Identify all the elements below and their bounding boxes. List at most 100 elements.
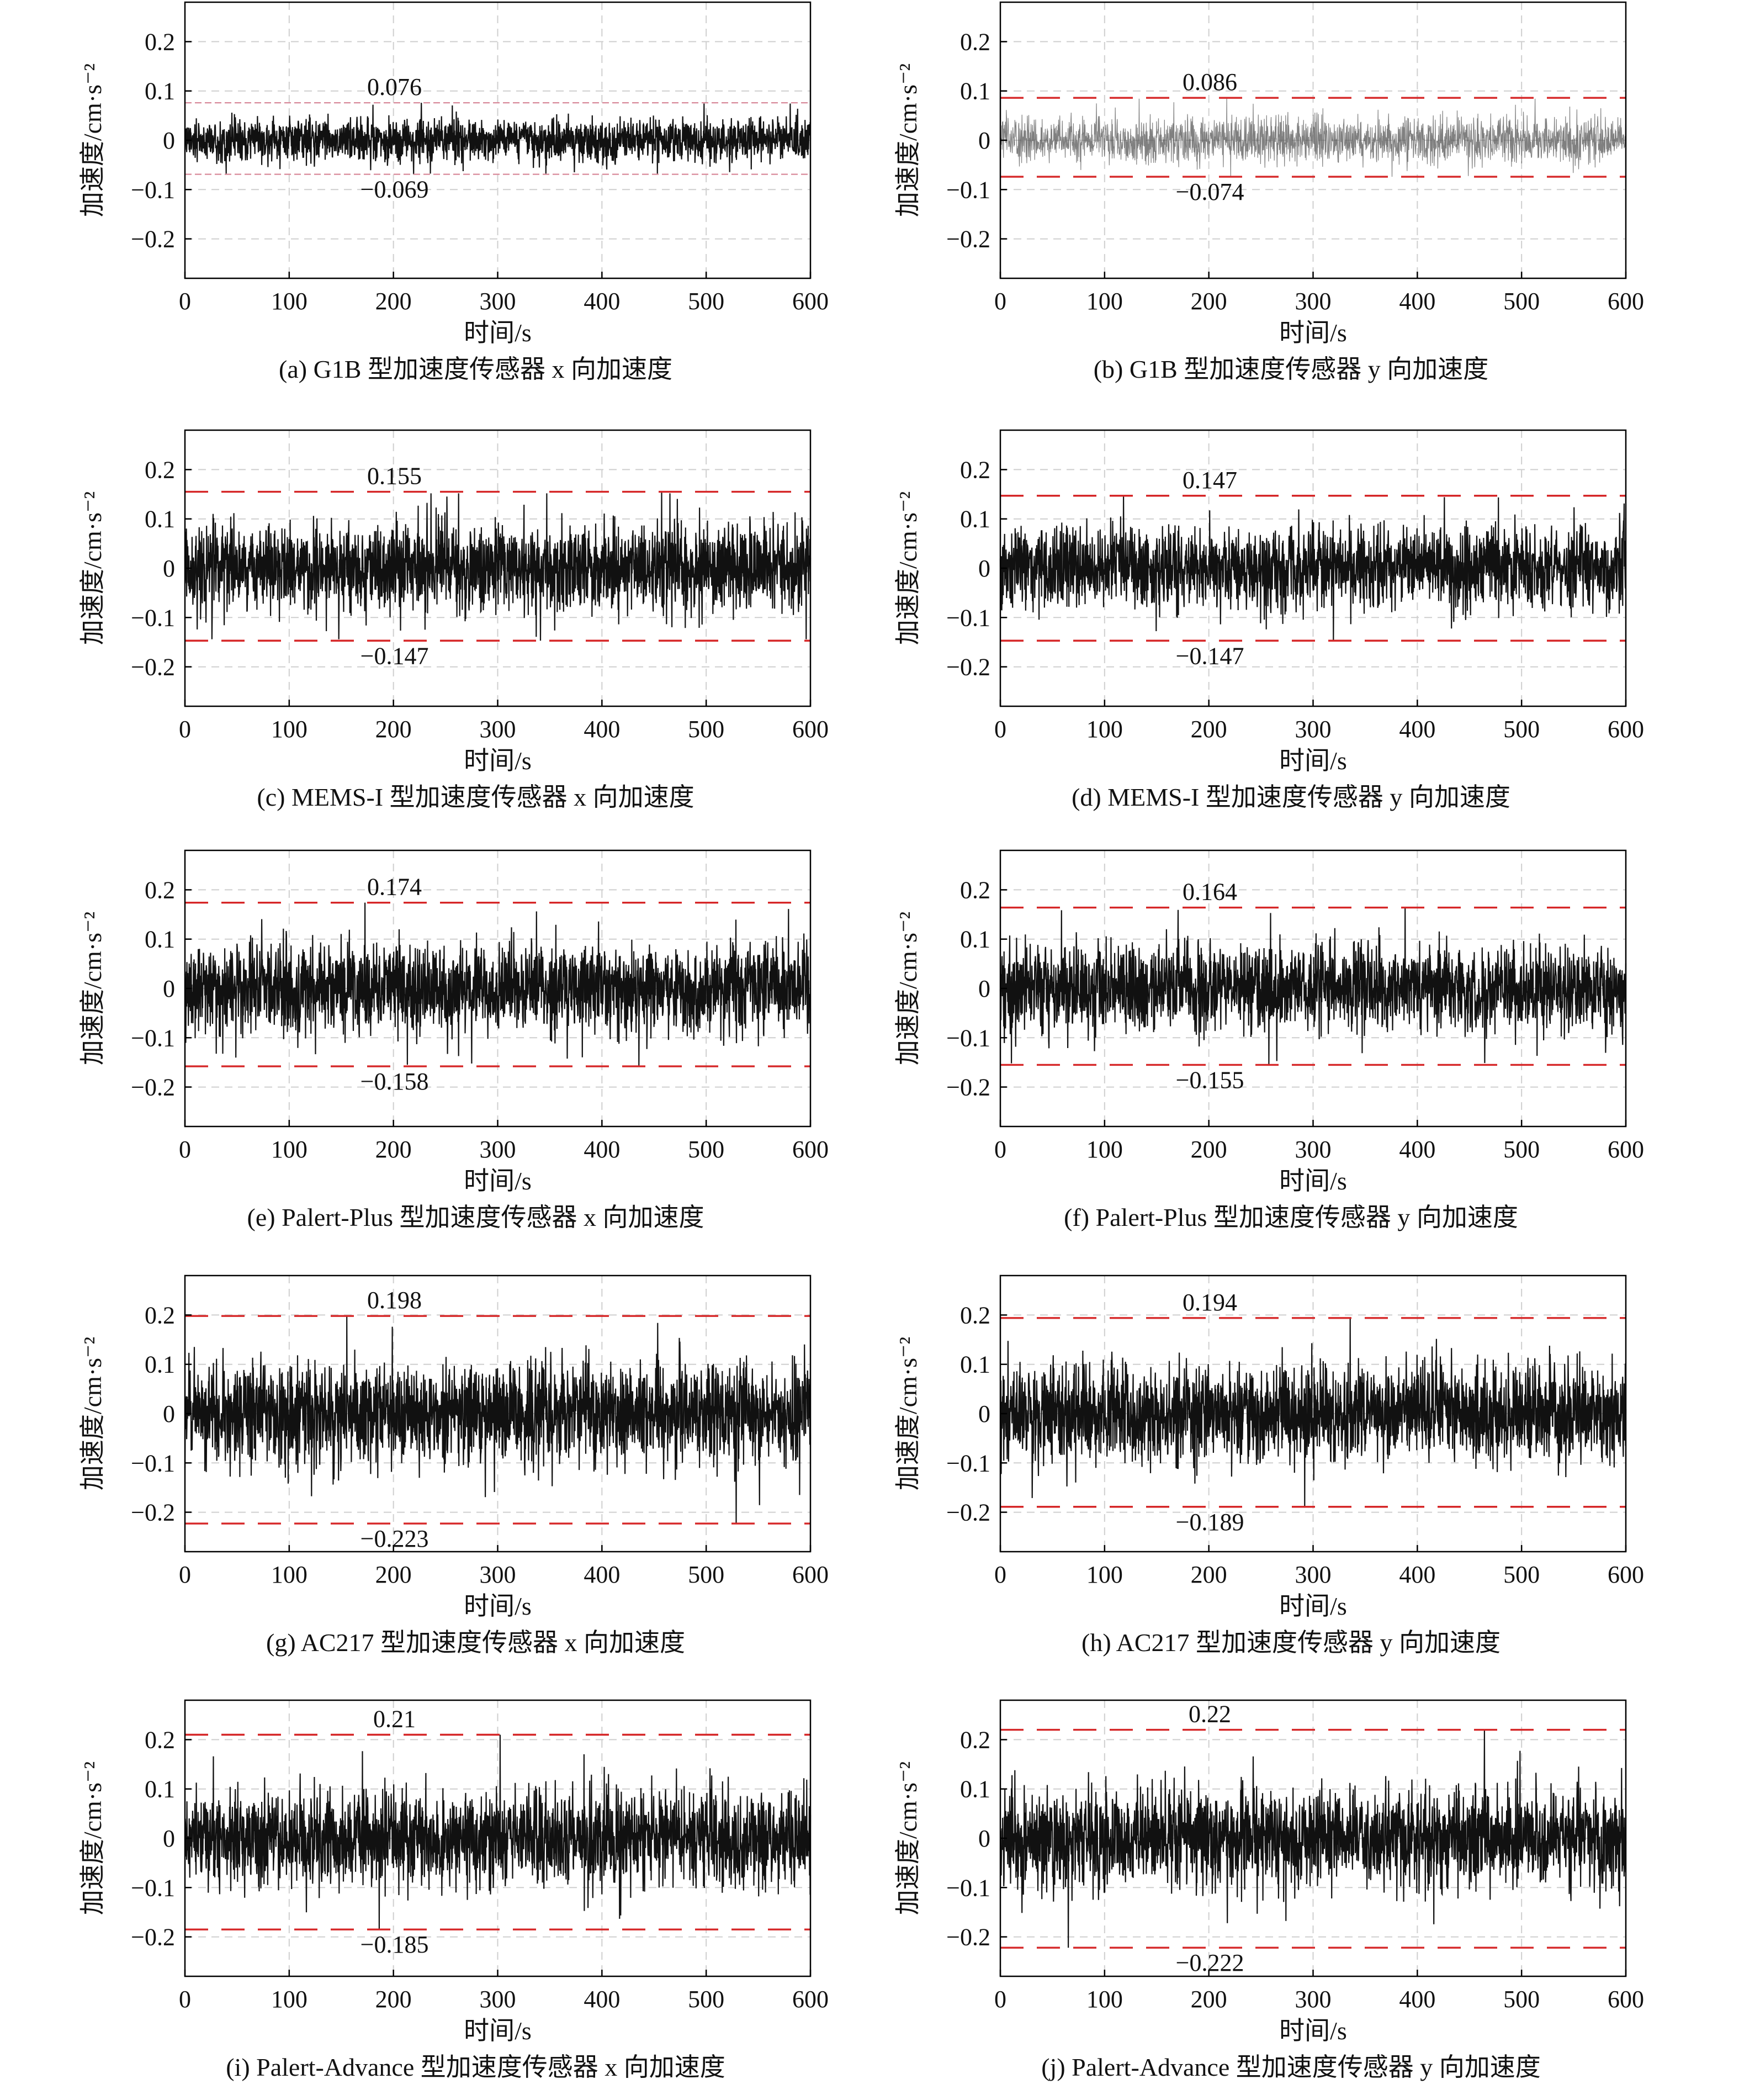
x-tick-label: 600 [792,1136,829,1163]
x-tick-label: 100 [271,288,307,315]
y-tick-label: 0 [978,975,990,1002]
x-tick-label: 300 [480,1561,516,1588]
x-axis-title: 时间/s [464,319,532,347]
threshold-label-upper: 0.22 [1189,1701,1231,1728]
y-axis-title: 加速度/cm·s⁻² [78,64,107,217]
threshold-label-lower: −0.147 [1176,642,1244,669]
x-axis-title: 时间/s [1279,747,1347,775]
x-tick-label: 0 [994,1136,1006,1163]
x-tick-label: 300 [1295,1561,1332,1588]
y-axis-title: 加速度/cm·s⁻² [894,64,922,217]
x-tick-label: 400 [1399,1136,1435,1163]
x-tick-label: 400 [1399,1561,1435,1588]
y-tick-label: −0.1 [131,1024,175,1051]
x-tick-label: 100 [271,1561,307,1588]
subplot-c: 0.155 −0.147 0.2 0.1 0 −0.1 −0.2 0 100 200 300 400 5… [78,429,829,811]
x-axis-title: 时间/s [464,747,532,775]
x-tick-label: 500 [688,1561,724,1588]
threshold-label-lower: −0.158 [360,1068,429,1095]
y-tick-label: 0 [163,1400,175,1427]
y-tick-label: −0.1 [131,604,175,631]
x-tick-label: 0 [994,1561,1006,1588]
signal-series [999,1729,1627,1948]
y-tick-label: 0 [163,127,175,154]
subplot-caption: (b) G1B 型加速度传感器 y 向加速度 [1094,355,1489,383]
x-tick-label: 100 [271,716,307,743]
threshold-label-upper: 0.21 [373,1706,416,1733]
y-axis-title: 加速度/cm·s⁻² [894,1762,922,1915]
threshold-label-upper: 0.174 [367,874,422,901]
y-tick-label: 0.2 [960,456,990,483]
y-tick-label: −0.1 [131,1450,175,1477]
y-tick-label: 0 [978,555,990,582]
x-tick-label: 200 [375,716,412,743]
x-tick-label: 600 [1608,1986,1644,2013]
threshold-label-lower: −0.069 [360,176,429,203]
x-tick-label: 100 [1086,1986,1123,2013]
threshold-label-upper: 0.155 [367,463,422,490]
x-axis-title: 时间/s [1279,1592,1347,1620]
y-tick-label: −0.2 [131,1499,175,1526]
x-tick-label: 300 [1295,716,1332,743]
x-tick-label: 500 [1503,288,1540,315]
y-tick-label: −0.1 [946,604,990,631]
y-tick-label: 0.1 [145,1351,175,1378]
x-tick-label: 0 [994,288,1006,315]
x-tick-label: 0 [179,288,191,315]
x-tick-label: 600 [792,716,829,743]
x-tick-label: 300 [480,1986,516,2013]
y-tick-label: 0.2 [145,876,175,903]
x-tick-label: 600 [1608,288,1644,315]
signal-series [184,902,812,1067]
x-tick-label: 0 [179,716,191,743]
x-tick-label: 200 [1191,1136,1227,1163]
signal-series [184,1316,812,1524]
x-tick-label: 400 [584,1561,620,1588]
y-axis-title: 加速度/cm·s⁻² [894,1337,922,1490]
signal-series [999,1318,1627,1507]
x-axis-title: 时间/s [1279,2017,1347,2045]
x-tick-label: 400 [1399,1986,1435,2013]
y-tick-label: −0.1 [946,1024,990,1051]
subplot-a: 0.076 −0.069 0.2 0.1 0 −0.1 −0.2 0 100 200 300 400 5… [78,1,829,383]
subplot-caption: (i) Palert-Advance 型加速度传感器 x 向加速度 [226,2053,725,2081]
signal-series [184,103,812,174]
subplot-g: 0.198 −0.223 0.2 0.1 0 −0.1 −0.2 0 100 200 300 400 5… [78,1274,829,1657]
x-tick-label: 300 [1295,288,1332,315]
x-tick-label: 600 [792,1561,829,1588]
y-tick-label: 0.2 [145,28,175,55]
x-tick-label: 200 [1191,288,1227,315]
x-tick-label: 300 [480,716,516,743]
x-tick-label: 300 [480,1136,516,1163]
x-tick-label: 100 [1086,1561,1123,1588]
subplot-caption: (a) G1B 型加速度传感器 x 向加速度 [279,355,672,383]
y-tick-label: −0.1 [946,1450,990,1477]
x-tick-label: 500 [1503,1986,1540,2013]
x-tick-label: 400 [1399,716,1435,743]
x-tick-label: 400 [584,716,620,743]
x-tick-label: 100 [271,1986,307,2013]
threshold-label-lower: −0.185 [360,1931,429,1958]
y-tick-label: 0 [978,1825,990,1852]
x-tick-label: 200 [1191,1561,1227,1588]
threshold-label-upper: 0.194 [1183,1289,1237,1316]
x-axis-title: 时间/s [1279,319,1347,347]
threshold-label-upper: 0.147 [1183,467,1237,494]
y-tick-label: 0.1 [960,1776,990,1803]
y-tick-label: 0 [163,975,175,1002]
x-axis-title: 时间/s [464,2017,532,2045]
signal-series [184,491,812,641]
x-tick-label: 300 [1295,1136,1332,1163]
y-tick-label: 0.2 [145,1302,175,1329]
y-tick-label: 0.1 [145,506,175,533]
x-tick-label: 500 [688,716,724,743]
y-tick-label: 0.2 [960,28,990,55]
y-tick-label: −0.2 [131,1924,175,1951]
x-tick-label: 100 [1086,716,1123,743]
subplot-j: 0.22 −0.222 0.2 0.1 0 −0.1 −0.2 0 100 200 300 400 50… [894,1699,1644,2081]
x-tick-label: 400 [584,288,620,315]
x-tick-label: 100 [271,1136,307,1163]
y-tick-label: −0.1 [946,176,990,203]
subplot-h: 0.194 −0.189 0.2 0.1 0 −0.1 −0.2 0 100 200 300 400 5… [894,1274,1644,1657]
